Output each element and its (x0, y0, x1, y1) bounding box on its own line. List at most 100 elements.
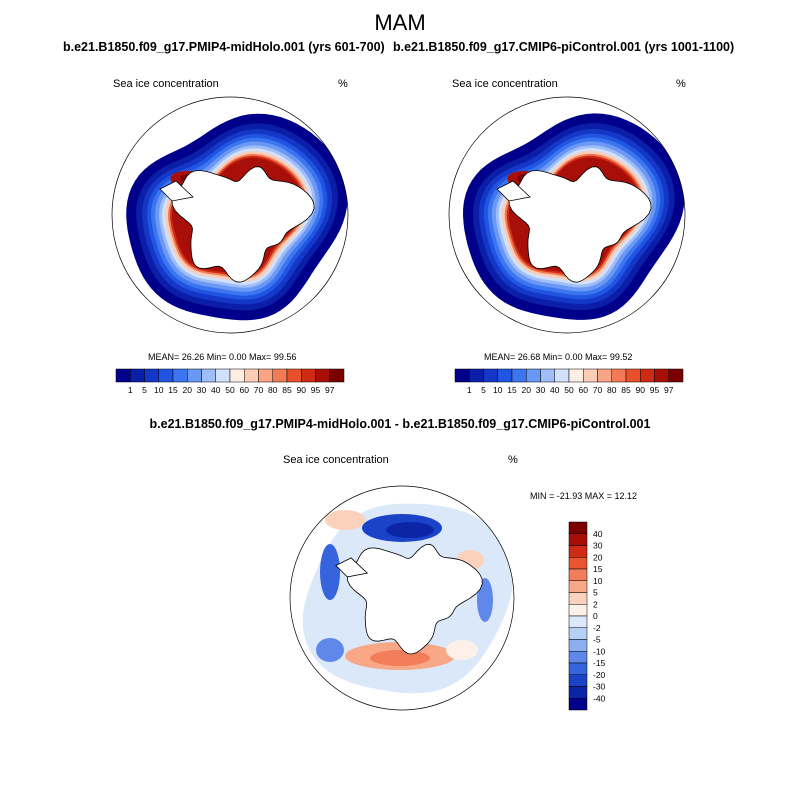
panel-2-colorbar-label-6: 40 (550, 385, 560, 395)
panel-3-antarctic-peninsula (335, 557, 369, 578)
panel-3-colorbar-label-7: 0 (593, 611, 598, 621)
panel-1-colorbar-box-15 (329, 368, 345, 383)
panel-2-map-border (448, 96, 686, 334)
panel-2-colorbar-box-11 (611, 368, 627, 383)
panel-3-colorbar-box-12 (568, 662, 588, 675)
panel-1-colorbar-label-0: 1 (128, 385, 133, 395)
panel-3-colorbar-box-4 (568, 568, 588, 581)
panel-3-colorbar-label-8: -2 (593, 623, 601, 633)
panel-1-colorbar-label-13: 95 (311, 385, 321, 395)
panel-1-colorbar-label-1: 5 (142, 385, 147, 395)
panel-1-colorbar-box-10 (258, 368, 273, 383)
panel-3-colorbar-box-9 (568, 627, 588, 640)
panel-3-colorbar-box-15 (568, 698, 588, 711)
panel-3-atlantic-negative-patch (316, 638, 344, 662)
panel-3-colorbar-label-12: -20 (593, 670, 606, 680)
panel-3-colorbar-box-0 (568, 521, 588, 534)
panel-1-colorbar-label-7: 50 (225, 385, 235, 395)
panel-1-colorbar-box-12 (286, 368, 302, 383)
panel-3-colorbar-label-2: 20 (593, 552, 603, 562)
panel-2-colorbar-box-9 (583, 368, 598, 383)
panel-1-title: b.e21.B1850.f09_g17.PMIP4-midHolo.001 (y… (63, 40, 385, 54)
panel-3-title: b.e21.B1850.f09_g17.PMIP4-midHolo.001 - … (149, 417, 651, 431)
panel-2-colorbar-box-4 (511, 368, 527, 383)
panel-3-map (290, 486, 514, 710)
panel-3-colorbar-box-5 (568, 580, 588, 593)
panel-1-colorbar-box-7 (215, 368, 231, 383)
panel-3-colorbar-box-14 (568, 686, 588, 699)
panel-2-colorbar-label-7: 50 (564, 385, 574, 395)
panel-1-units-label: % (338, 78, 348, 90)
panel-1-antarctica-coastline (171, 166, 315, 283)
panel-2-colorbar-label-11: 85 (621, 385, 631, 395)
panel-3-antarctica-coastline (346, 543, 483, 655)
panel-3-colorbar-label-11: -15 (593, 658, 606, 668)
panel-2-colorbar-label-0: 1 (467, 385, 472, 395)
panel-3-colorbar-label-3: 15 (593, 564, 603, 574)
panel-1-colorbar-label-6: 40 (211, 385, 221, 395)
panel-1-colorbar-box-3 (158, 368, 174, 383)
panel-3-colorbar-label-5: 5 (593, 588, 598, 598)
panel-3-colorbar-box-7 (568, 604, 588, 617)
panel-3-indian-negative-patch (477, 578, 493, 622)
panel-1-colorbar-label-8: 60 (240, 385, 250, 395)
panel-2-colorbar-label-9: 70 (593, 385, 603, 395)
panel-1-antarctic-peninsula (159, 180, 194, 202)
panel-3-colorbar-box-1 (568, 533, 588, 546)
panel-3-colorbar-box-13 (568, 674, 588, 687)
panel-2-colorbar-box-14 (654, 368, 669, 383)
panel-2-units-label: % (676, 78, 686, 90)
panel-3-amundsen-strong-negative-patch (386, 522, 434, 538)
panel-1-colorbar-box-9 (244, 368, 259, 383)
panel-2-colorbar-box-2 (483, 368, 498, 383)
panel-3-weddell-strong-positive-patch (370, 650, 430, 666)
panel-1-colorbar-label-14: 97 (325, 385, 335, 395)
panel-1-colorbar-box-2 (144, 368, 159, 383)
panel-1-colorbar-box-14 (315, 368, 330, 383)
panel-1-stats: MEAN= 26.26 Min= 0.00 Max= 99.56 (148, 352, 297, 362)
panel-2-colorbar-box-1 (469, 368, 484, 383)
panel-2-colorbar-box-12 (625, 368, 641, 383)
panel-2-colorbar-label-1: 5 (481, 385, 486, 395)
panel-2-colorbar-label-8: 60 (579, 385, 589, 395)
panel-2-stats: MEAN= 26.68 Min= 0.00 Max= 99.52 (484, 352, 633, 362)
panel-1-colorbar-label-10: 80 (268, 385, 278, 395)
panel-2-colorbar-label-4: 20 (522, 385, 532, 395)
panel-3-variable-label: Sea ice concentration (283, 454, 389, 466)
panel-1-colorbar-box-11 (272, 368, 288, 383)
panel-2-colorbar-box-0 (454, 368, 470, 383)
panel-2-colorbar-box-5 (526, 368, 541, 383)
panel-2-colorbar-box-10 (597, 368, 612, 383)
panel-1-variable-label: Sea ice concentration (113, 78, 219, 90)
panel-2-colorbar-label-13: 95 (650, 385, 660, 395)
panel-3-colorbar-label-14: -40 (593, 693, 606, 703)
panel-3-colorbar-label-13: -30 (593, 682, 606, 692)
panel-3-colorbar-label-9: -5 (593, 635, 601, 645)
panel-3-units-label: % (508, 454, 518, 466)
panel-3-colorbar-box-6 (568, 592, 588, 605)
figure-title: MAM (374, 10, 426, 35)
panel-2-colorbar-box-13 (640, 368, 655, 383)
panel-1-colorbar-label-5: 30 (197, 385, 207, 395)
panel-3-colorbar-box-8 (568, 615, 588, 628)
panel-2-colorbar-box-3 (497, 368, 513, 383)
panel-2-colorbar-box-15 (668, 368, 684, 383)
panel-3-colorbar-box-3 (568, 557, 588, 570)
panel-1-colorbar-label-12: 90 (297, 385, 307, 395)
panel-1-map (112, 97, 348, 333)
panel-1-map-border (111, 96, 349, 334)
panel-2-colorbar-label-3: 15 (507, 385, 517, 395)
panel-2-title: b.e21.B1850.f09_g17.CMIP6-piControl.001 … (393, 40, 735, 54)
panel-1-colorbar-box-0 (115, 368, 131, 383)
panel-1-colorbar-box-4 (172, 368, 188, 383)
panel-3-pacific-positive-patch (325, 510, 365, 530)
panel-1-colorbar-label-11: 85 (282, 385, 292, 395)
panel-3-colorbar-box-2 (568, 545, 588, 558)
panel-3-colorbar-box-11 (568, 651, 588, 664)
panel-1-colorbar-box-8 (229, 368, 245, 383)
panel-1-colorbar-box-6 (201, 368, 216, 383)
panel-2-variable-label: Sea ice concentration (452, 78, 558, 90)
panel-3-colorbar-box-10 (568, 639, 588, 652)
panel-3-colorbar-label-4: 10 (593, 576, 603, 586)
